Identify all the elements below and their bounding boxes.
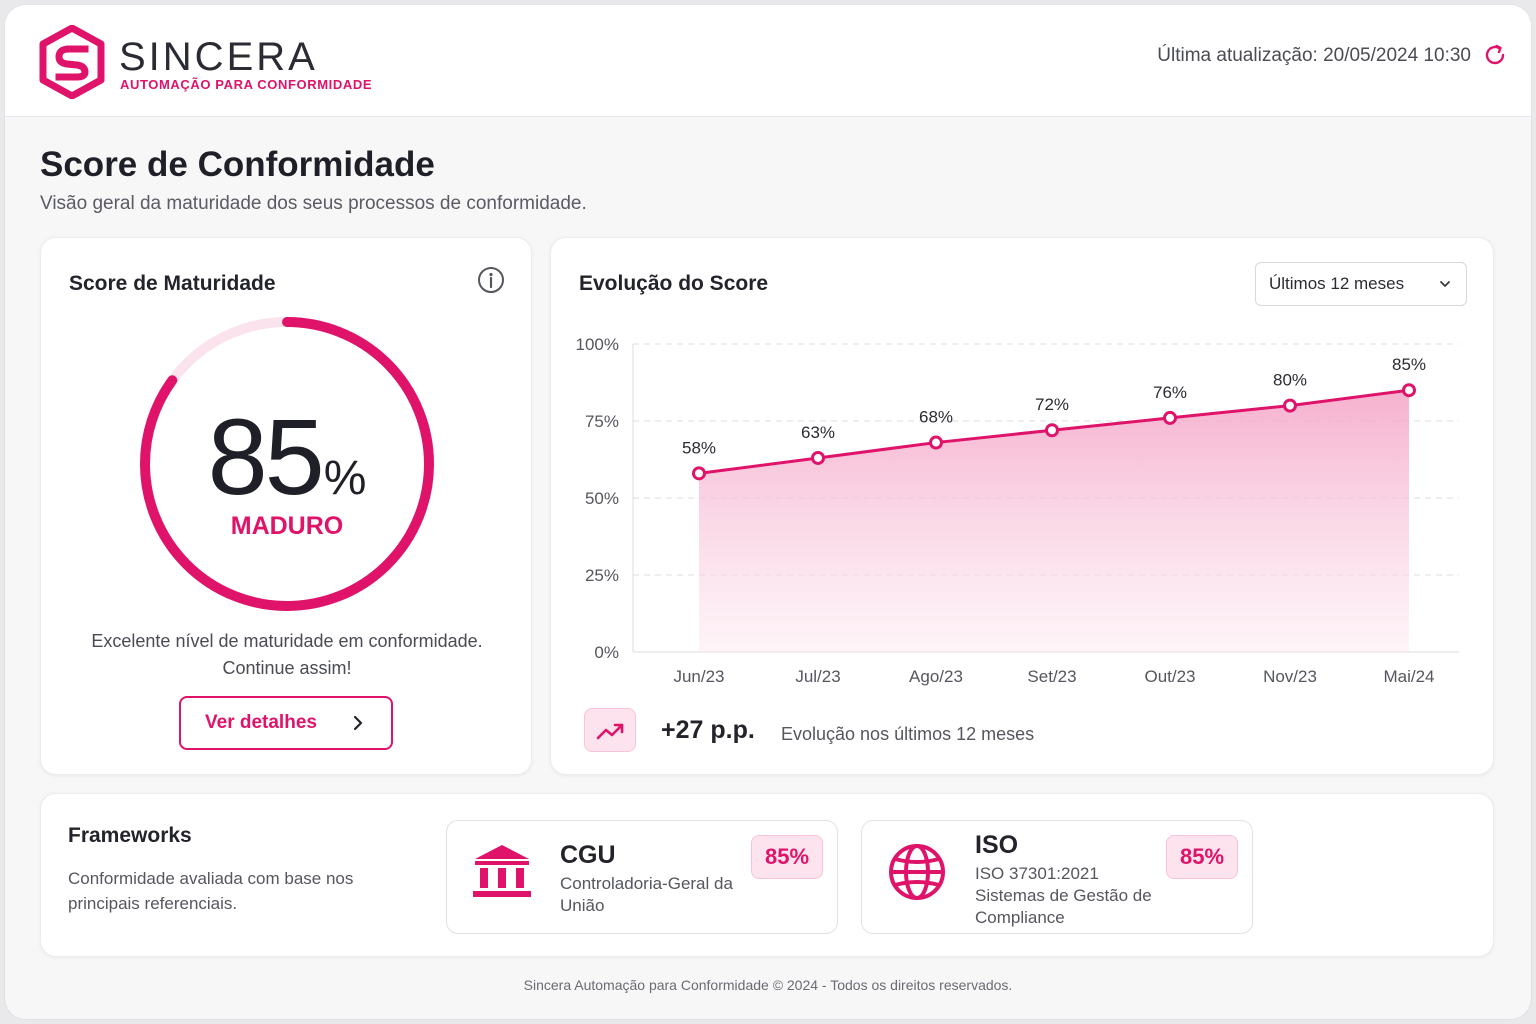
brand-name: SINCERA (119, 35, 318, 79)
data-label: 76% (1153, 383, 1187, 402)
gauge-progress-arc (140, 317, 434, 611)
data-point[interactable] (1402, 383, 1416, 398)
chevron-down-icon (1440, 281, 1450, 287)
maturity-gauge (140, 317, 434, 611)
y-tick-label: 25% (585, 566, 619, 585)
page-subtitle: Visão geral da maturidade dos seus proce… (40, 193, 587, 214)
score-description-line2: Continue assim! (222, 658, 352, 678)
period-select[interactable]: Últimos 12 meses (1255, 262, 1467, 306)
data-label: 80% (1273, 371, 1307, 390)
score-evolution-chart: 0% 25% 50% 75% 100% 58% Jun/23 63% Jul/23 68% Ago/… (576, 335, 1459, 686)
framework-card-cgu[interactable]: CGU Controladoria-Geral da União 85% (446, 820, 838, 934)
maturity-level-label: MADURO (230, 512, 344, 540)
y-tick-label: 50% (585, 489, 619, 508)
score-unit: % (323, 452, 367, 505)
score-description: Excelente nível de maturidade em conform… (61, 628, 513, 682)
trend-value: +27 p.p. (661, 716, 755, 744)
trend-label: Evolução nos últimos 12 meses (781, 724, 1035, 744)
data-label: 68% (919, 408, 953, 427)
frameworks-description: Conformidade avaliada com base nos princ… (68, 869, 354, 913)
last-update-text: Última atualização: 20/05/2024 10:30 (1157, 45, 1471, 66)
view-details-button[interactable]: Ver detalhes (179, 696, 393, 750)
score-number: 85 (207, 396, 325, 517)
y-tick-label: 0% (594, 643, 619, 662)
y-tick-label: 75% (585, 412, 619, 431)
score-description-line1: Excelente nível de maturidade em conform… (91, 631, 483, 651)
data-label: 85% (1392, 355, 1426, 374)
data-label: 72% (1035, 395, 1069, 414)
data-label: 58% (682, 438, 716, 457)
score-card-title: Score de Maturidade (69, 272, 276, 295)
x-tick-label: Mai/24 (1383, 667, 1434, 686)
framework-name: CGU (560, 841, 616, 869)
framework-description: ISO 37301:2021 Sistemas de Gestão de Com… (975, 863, 1165, 929)
x-tick-label: Jul/23 (795, 667, 840, 686)
score-value: 85% (41, 394, 533, 519)
data-point[interactable] (1283, 398, 1297, 413)
page-title: Score de Conformidade (40, 145, 435, 184)
sincera-logo-icon (39, 25, 105, 99)
chart-card-title: Evolução do Score (579, 272, 769, 295)
app-window: SINCERA AUTOMAÇÃO PARA CONFORMIDADE Últi… (4, 4, 1532, 1020)
y-tick-label: 100% (576, 335, 619, 354)
area-fill (699, 390, 1409, 652)
data-point[interactable] (1045, 423, 1059, 438)
header: SINCERA AUTOMAÇÃO PARA CONFORMIDADE Últi… (5, 5, 1531, 117)
period-select-value: Últimos 12 meses (1269, 274, 1405, 293)
score-evolution-card: Evolução do Score Últimos 12 meses 0% 25%… (550, 237, 1494, 775)
data-point[interactable] (811, 450, 825, 465)
info-icon[interactable] (477, 266, 505, 294)
framework-score-badge: 85% (751, 835, 823, 879)
framework-name: ISO (975, 831, 1019, 859)
trending-up-icon (596, 723, 624, 740)
data-point[interactable] (692, 466, 706, 481)
frameworks-title: Frameworks (68, 824, 192, 847)
refresh-icon[interactable] (1483, 43, 1507, 67)
maturity-score-card: Score de Maturidade 85% MADURO Excelente… (40, 237, 532, 775)
data-label: 63% (801, 423, 835, 442)
framework-description-line2: Sistemas de Gestão de Compliance (975, 886, 1152, 927)
globe-icon (889, 844, 945, 900)
framework-description: Controladoria-Geral da União (560, 874, 733, 915)
framework-description-line1: ISO 37301:2021 (975, 864, 1099, 883)
view-details-label: Ver detalhes (205, 712, 317, 733)
footer: Sincera Automação para Conformidade © 20… (523, 977, 1013, 993)
chevron-right-icon (353, 715, 363, 731)
x-tick-label: Out/23 (1144, 667, 1195, 686)
data-point[interactable] (929, 435, 943, 450)
framework-card-iso[interactable]: ISO ISO 37301:2021 Sistemas de Gestão de… (861, 820, 1253, 934)
framework-score-badge: 85% (1166, 835, 1238, 879)
x-tick-label: Set/23 (1027, 667, 1076, 686)
x-tick-label: Nov/23 (1263, 667, 1317, 686)
frameworks-card: Frameworks Conformidade avaliada com bas… (40, 793, 1494, 957)
x-tick-label: Jun/23 (673, 667, 724, 686)
x-tick-label: Ago/23 (909, 667, 963, 686)
brand-tagline: AUTOMAÇÃO PARA CONFORMIDADE (120, 77, 373, 92)
data-point[interactable] (1163, 410, 1177, 425)
trend-badge (584, 708, 636, 752)
bank-icon (473, 845, 531, 897)
